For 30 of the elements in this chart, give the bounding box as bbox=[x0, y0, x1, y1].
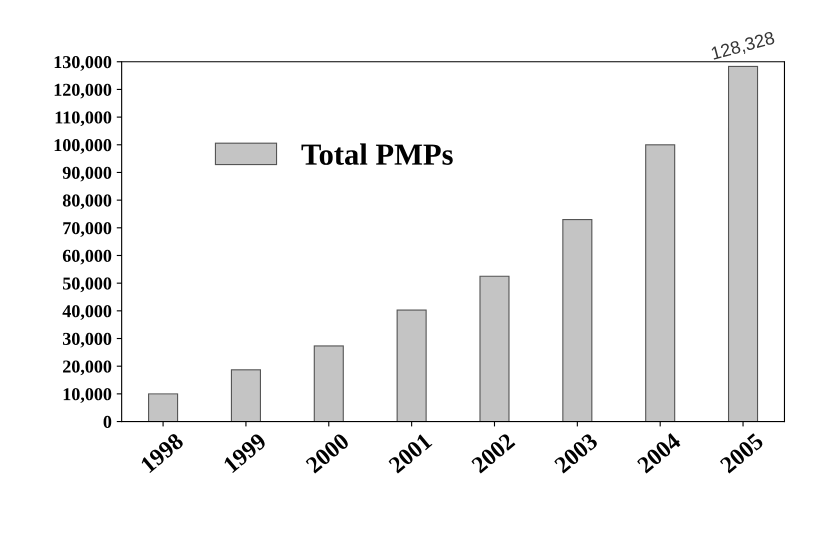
y-tick-label: 70,000 bbox=[63, 222, 112, 237]
x-tick-label: 1998 bbox=[140, 432, 184, 474]
bar bbox=[230, 369, 261, 422]
y-tick-label: 90,000 bbox=[62, 166, 112, 182]
y-tick-label: 60,000 bbox=[62, 250, 112, 265]
y-tick-label: 80,000 bbox=[62, 194, 112, 210]
x-tick-label: 1999 bbox=[222, 432, 268, 474]
y-tick-label: 100,000 bbox=[54, 139, 112, 154]
data-label: 128,328 bbox=[710, 31, 776, 62]
y-tick-label: 30,000 bbox=[62, 332, 112, 348]
y-tick-label: 120,000 bbox=[54, 84, 112, 98]
x-tick-label: 2000 bbox=[305, 432, 350, 474]
bar bbox=[396, 309, 427, 422]
y-tick-label: 110,000 bbox=[56, 111, 112, 126]
legend-label: Total PMPs bbox=[301, 143, 453, 165]
bar bbox=[148, 393, 178, 422]
y-tick-label: 0 bbox=[104, 416, 112, 428]
y-tick-label: 10,000 bbox=[64, 388, 112, 403]
y-tick-label: 130,000 bbox=[54, 56, 112, 71]
y-tick-label: 20,000 bbox=[63, 360, 112, 376]
bar bbox=[728, 66, 758, 422]
y-tick-label: 40,000 bbox=[62, 305, 112, 320]
bar bbox=[479, 276, 510, 422]
bar bbox=[645, 144, 676, 422]
x-tick-label: 2001 bbox=[388, 432, 433, 474]
x-tick-label: 2002 bbox=[470, 432, 516, 474]
bar bbox=[562, 218, 592, 422]
y-tick-label: 50,000 bbox=[63, 277, 112, 292]
x-tick-label: 2003 bbox=[554, 432, 599, 474]
bar bbox=[314, 345, 344, 422]
